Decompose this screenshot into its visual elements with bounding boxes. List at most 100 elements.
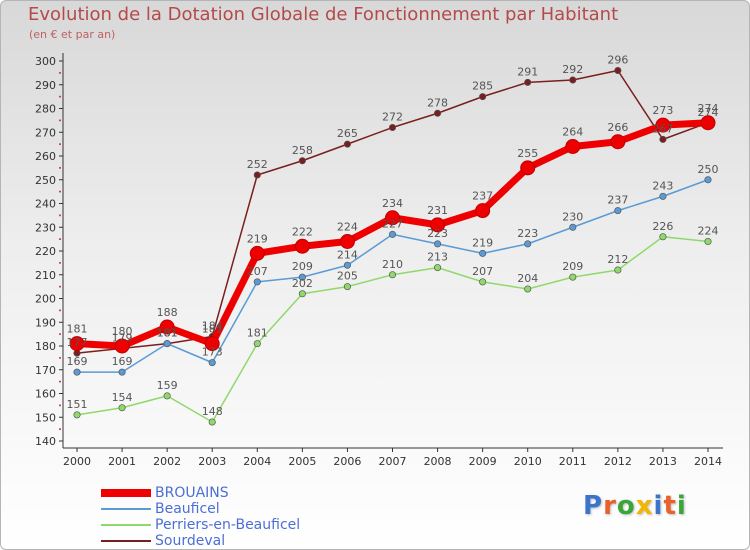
data-label: 252 [247,158,268,171]
data-label: 213 [427,251,448,264]
data-label: 255 [517,147,538,160]
axes: 140 150 160 170 180 190 200 210 220 230 240 250 260 2… [35,53,723,468]
y-tick-label: 160 [35,388,56,401]
y-tick-label: 200 [35,293,56,306]
data-label: 181 [157,327,178,340]
data-label: 204 [517,272,538,285]
y-minor-tick [59,190,61,193]
data-point [659,135,667,143]
y-tick-label: 230 [35,221,56,234]
data-point [569,76,577,84]
data-label: 243 [652,179,673,192]
data-point [208,418,216,426]
data-point [479,249,487,257]
data-label: 207 [472,265,493,278]
chart-title: Evolution de la Dotation Globale de Fonc… [28,4,619,25]
data-label: 205 [337,270,358,283]
data-point [614,266,622,274]
x-tick-label: 2001 [108,455,136,468]
y-tick-label: 290 [35,79,56,92]
y-tick-label: 300 [35,55,56,68]
data-point [163,340,171,348]
y-minor-tick [59,143,61,146]
data-label: 250 [698,163,719,176]
data-point [524,240,532,248]
data-label: 274 [698,102,719,115]
data-label: 237 [607,194,628,207]
x-tick-label: 2013 [649,455,677,468]
data-point [388,271,397,279]
data-label: 296 [607,54,628,67]
data-point [118,404,126,412]
data-label: 219 [472,236,493,249]
data-label: 202 [292,277,313,290]
data-point [704,237,712,246]
y-tick-label: 240 [35,198,56,211]
logo-letter: i [653,491,664,521]
data-label: 181 [157,327,178,340]
y-minor-tick [59,285,61,288]
data-label: 272 [382,111,403,124]
data-label: 173 [202,346,223,359]
data-point [163,392,171,400]
data-point [434,240,442,248]
data-label: 188 [157,306,178,319]
y-tick-label: 260 [35,150,56,163]
data-point [339,234,355,249]
data-label: 258 [292,144,313,157]
logo-letter: o [616,491,636,521]
data-point [159,319,175,335]
data-label: 210 [382,258,403,271]
x-tick-label: 2008 [424,455,452,468]
data-point [655,117,671,133]
data-label: 234 [382,197,403,210]
data-label: 223 [517,227,538,240]
data-point [524,285,532,293]
series-layer [69,66,716,426]
data-label: 181 [247,327,268,340]
x-tick-label: 2009 [469,455,497,468]
data-point [73,411,81,419]
data-label: 169 [112,355,133,368]
data-point [343,283,351,291]
data-label: 207 [247,265,268,278]
data-label: 181 [202,323,223,336]
y-tick-label: 190 [35,316,56,329]
series-brouains [69,115,716,354]
data-label: 179 [112,331,133,344]
series-perriers-en-beauficel [73,233,712,426]
data-point [298,157,306,165]
data-point [343,261,351,269]
logo-letter: r [603,491,617,521]
data-label: 292 [562,63,583,76]
y-minor-tick [59,333,61,336]
data-label: 177 [67,336,88,349]
y-minor-tick [59,261,61,264]
data-label: 226 [652,220,673,233]
y-tick-label: 250 [35,174,56,187]
data-point [524,78,532,86]
legend-label-brouains: BROUAINS [155,485,229,501]
data-label: 184 [202,320,223,333]
data-label: 273 [652,104,673,117]
y-tick-label: 280 [35,103,56,116]
data-point [479,278,487,286]
y-tick-label: 210 [35,269,56,282]
data-point [659,233,667,241]
x-tick-label: 2012 [604,455,632,468]
x-tick-label: 2010 [514,455,542,468]
data-point [614,66,622,75]
x-tick-label: 2007 [379,455,407,468]
legend-swatch-perriers [101,524,151,526]
proxiti-logo: Proxiti [583,491,687,521]
y-minor-tick [59,238,61,241]
y-minor-tick [59,95,61,98]
data-label: 230 [562,210,583,223]
data-point [565,139,581,154]
logo-letter: x [635,491,654,521]
data-point [73,368,81,376]
series-beauficel [73,176,712,376]
x-tick-label: 2002 [153,455,181,468]
y-minor-tick [59,166,61,169]
